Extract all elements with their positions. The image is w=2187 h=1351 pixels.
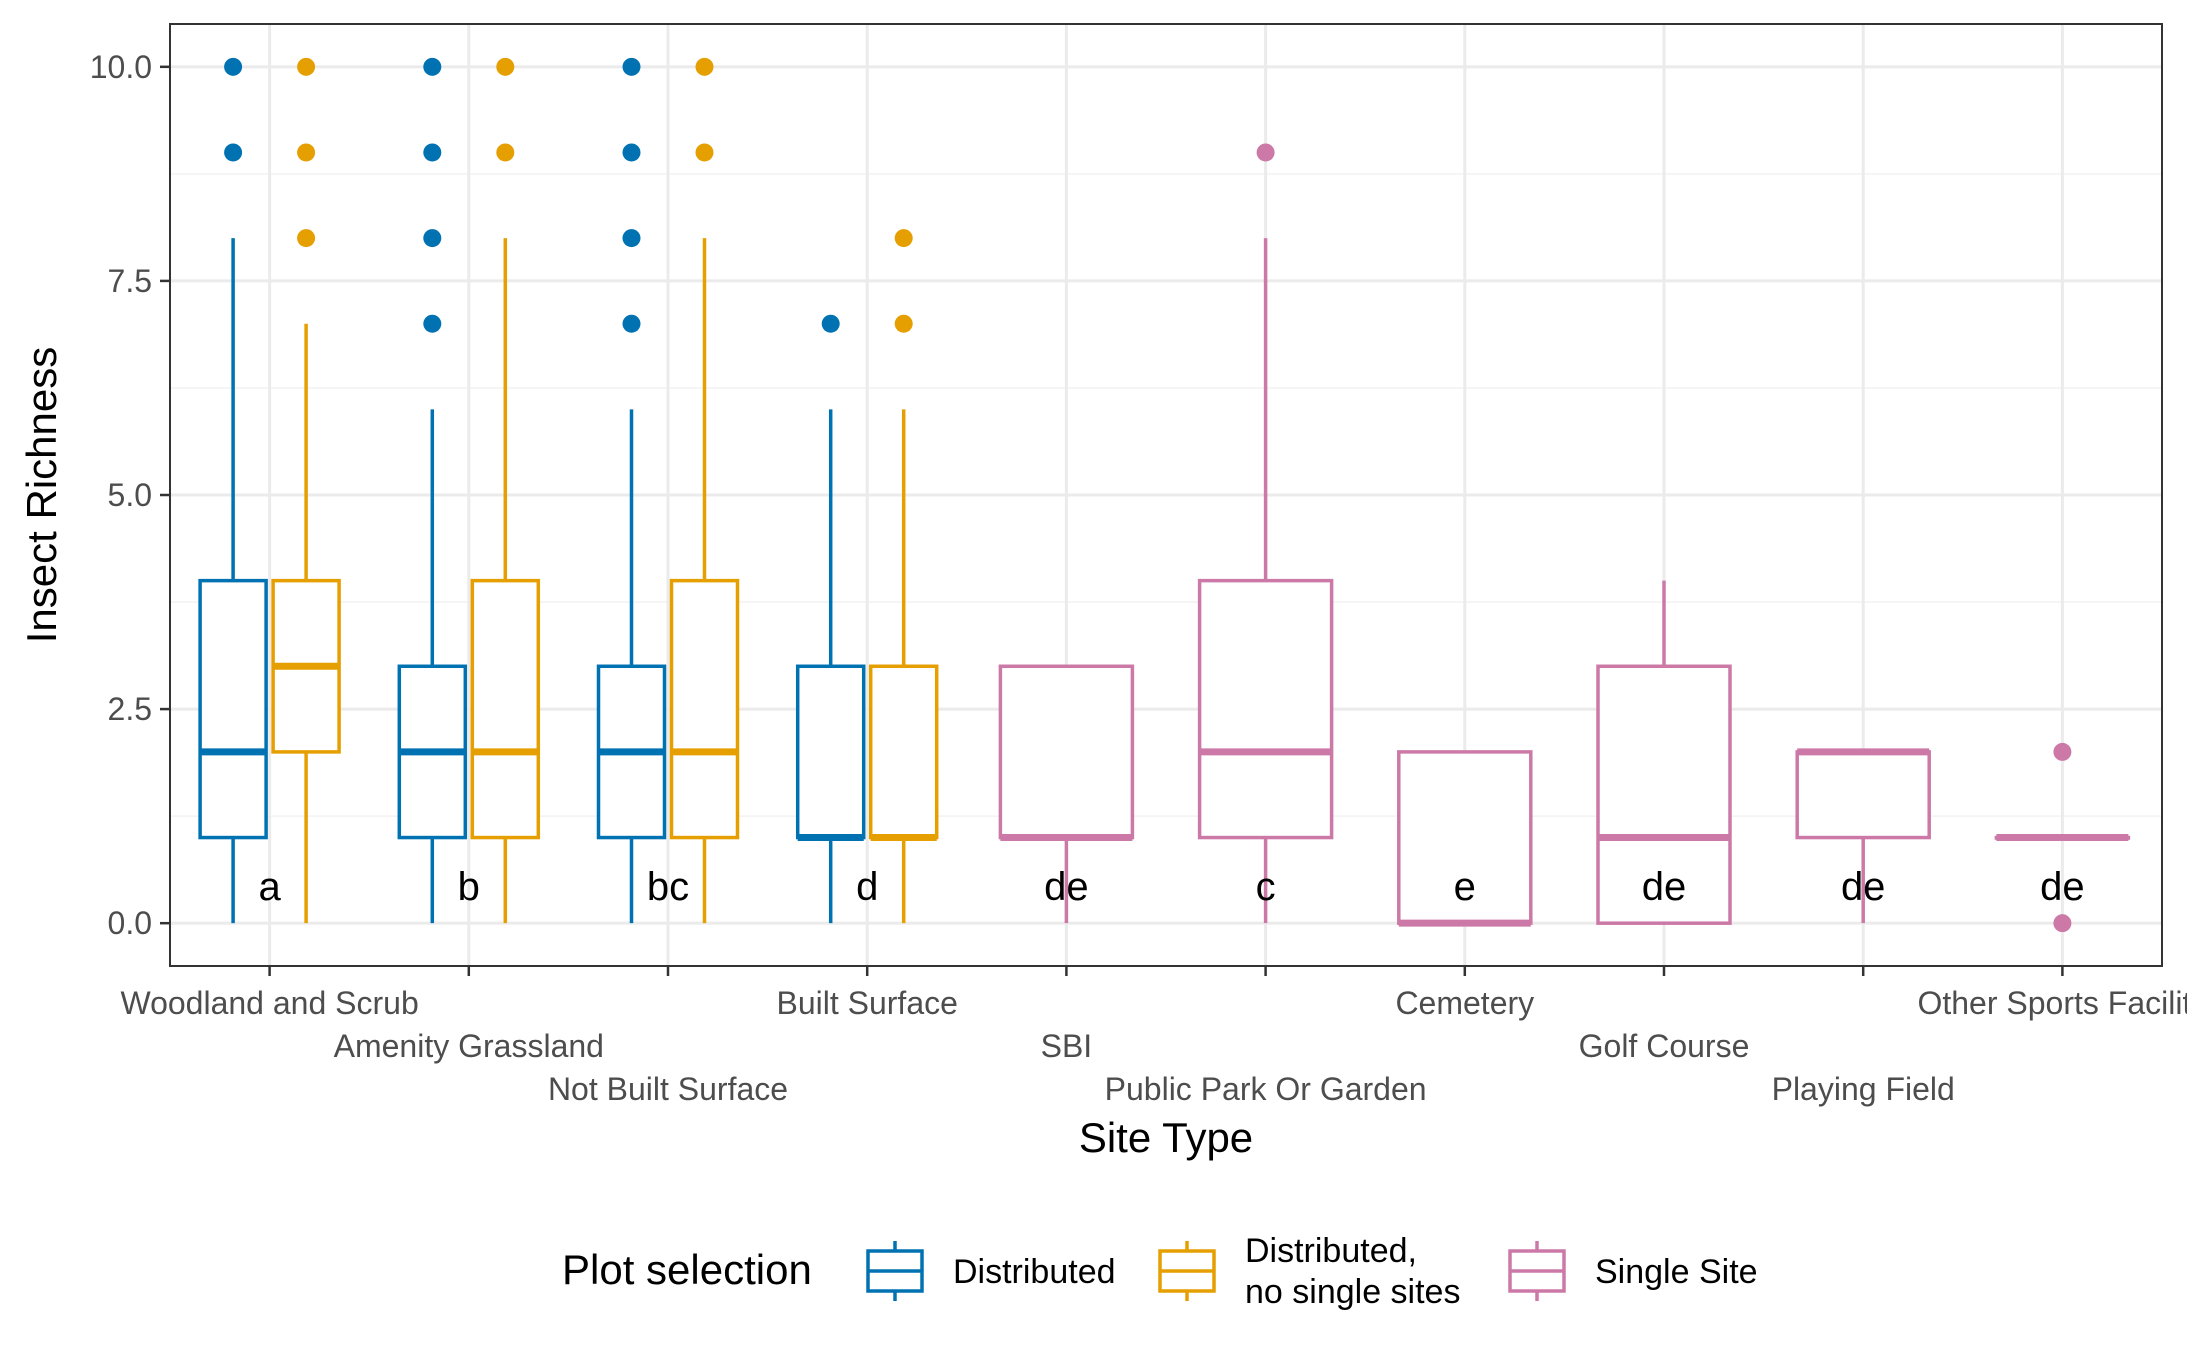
outlier-point	[423, 314, 442, 333]
outlier-point	[2053, 742, 2072, 761]
outlier-point	[297, 57, 316, 76]
significance-letter: c	[1256, 865, 1276, 909]
box-iqr	[868, 664, 939, 840]
box-distributed-woodland-and-scrub	[198, 57, 268, 924]
significance-letter: b	[458, 865, 480, 909]
outlier-point	[224, 57, 243, 76]
box-distributed-no-single-sites-not-built-surface	[669, 57, 740, 924]
y-tick-label: 7.5	[108, 263, 152, 299]
box-single-site-golf-course	[1596, 580, 1732, 925]
box-iqr	[198, 578, 268, 840]
box-iqr	[1197, 578, 1334, 840]
box-distributed-built-surface	[795, 314, 866, 924]
outlier-point	[622, 314, 641, 333]
box-distributed-amenity-grassland	[397, 57, 468, 924]
significance-letter: de	[2040, 865, 2085, 909]
outlier-point	[224, 143, 243, 162]
x-tick-label: Golf Course	[1579, 1028, 1750, 1064]
outlier-point	[496, 57, 515, 76]
x-tick-label: Amenity Grassland	[334, 1028, 604, 1064]
x-tick-label: Built Surface	[776, 985, 957, 1021]
box-iqr	[1795, 750, 1931, 840]
x-tick-label: Woodland and Scrub	[120, 985, 418, 1021]
y-axis: 0.0 2.5 5.0 7.5 10.0	[90, 49, 170, 941]
legend-key	[866, 1241, 924, 1301]
outlier-point	[622, 229, 641, 248]
significance-letters: a b bc d de c e de de de	[258, 865, 2084, 909]
x-axis: Woodland and Scrub Amenity Grassland Not B…	[120, 966, 2187, 1107]
y-tick-label: 2.5	[108, 691, 152, 727]
outlier-point	[2053, 914, 2072, 933]
x-tick-label: Playing Field	[1772, 1071, 1955, 1107]
box-iqr	[1596, 664, 1732, 925]
outlier-point	[297, 229, 316, 248]
box-iqr	[470, 578, 541, 840]
outlier-point	[423, 57, 442, 76]
significance-letter: de	[1642, 865, 1687, 909]
box-iqr	[998, 664, 1135, 840]
legend-key	[1158, 1241, 1216, 1301]
outlier-point	[1256, 143, 1275, 162]
box-iqr	[795, 664, 866, 840]
box-iqr	[1397, 750, 1533, 925]
box-single-site-other-sports-facility	[1994, 742, 2131, 933]
outlier-point	[894, 229, 913, 248]
x-tick-label: Not Built Surface	[548, 1071, 788, 1107]
legend-key	[1508, 1241, 1566, 1301]
box-iqr	[669, 578, 740, 840]
box-distributed-no-single-sites-woodland-and-scrub	[271, 57, 341, 924]
x-tick-label: SBI	[1041, 1028, 1093, 1064]
significance-letter: a	[258, 865, 281, 909]
significance-letter: e	[1454, 865, 1476, 909]
box-distributed-not-built-surface	[596, 57, 667, 924]
x-tick-label: Cemetery	[1395, 985, 1534, 1021]
box-plot-series	[198, 57, 2131, 933]
legend-title: Plot selection	[562, 1246, 812, 1293]
box-single-site-playing-field	[1795, 748, 1931, 924]
outlier-point	[496, 143, 515, 162]
x-tick-label: Other Sports Facility	[1917, 985, 2187, 1021]
outlier-point	[695, 57, 714, 76]
legend: Plot selection Distributed Distributed, no…	[562, 1232, 1758, 1311]
legend-label: Distributed, no single sites	[1245, 1232, 1460, 1311]
significance-letter: de	[1044, 865, 1089, 909]
x-axis-title: Site Type	[1079, 1114, 1253, 1161]
outlier-point	[423, 143, 442, 162]
outlier-point	[695, 143, 714, 162]
outlier-point	[622, 57, 641, 76]
box-single-site-public-park-or-garden	[1197, 143, 1334, 924]
x-tick-label: Public Park Or Garden	[1105, 1071, 1427, 1107]
y-tick-label: 0.0	[108, 905, 152, 941]
box-single-site-sbi	[998, 664, 1135, 924]
outlier-point	[622, 143, 641, 162]
y-tick-label: 5.0	[108, 477, 152, 513]
box-distributed-no-single-sites-amenity-grassland	[470, 57, 541, 924]
significance-letter: bc	[647, 865, 689, 909]
legend-label: Distributed	[953, 1253, 1116, 1291]
y-axis-title: Insect Richness	[18, 347, 65, 643]
outlier-point	[821, 314, 840, 333]
legend-label: Single Site	[1595, 1253, 1758, 1291]
box-single-site-cemetery	[1397, 750, 1533, 927]
outlier-point	[297, 143, 316, 162]
significance-letter: d	[856, 865, 878, 909]
significance-letter: de	[1841, 865, 1886, 909]
y-tick-label: 10.0	[90, 49, 152, 85]
outlier-point	[423, 229, 442, 248]
box-distributed-no-single-sites-built-surface	[868, 229, 939, 924]
outlier-point	[894, 314, 913, 333]
